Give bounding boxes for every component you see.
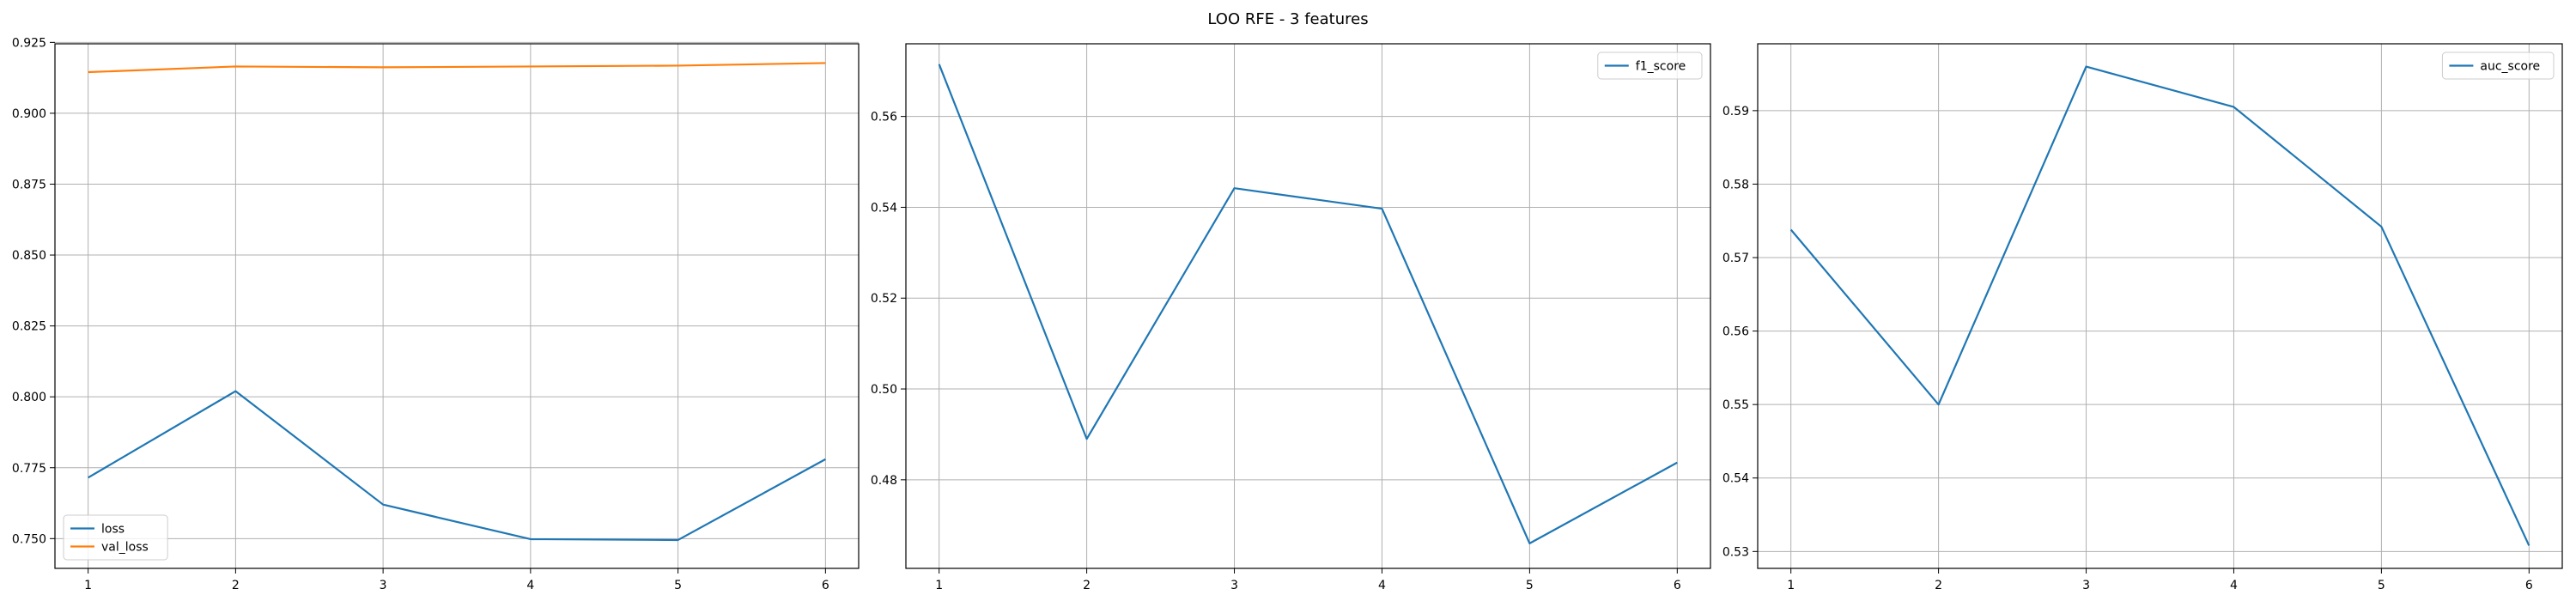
axes-frame bbox=[905, 43, 1711, 569]
legend-label-val_loss: val_loss bbox=[101, 541, 149, 555]
x-tick-label: 6 bbox=[822, 579, 829, 592]
y-tick-label: 0.54 bbox=[871, 201, 897, 215]
legend-box bbox=[2441, 52, 2555, 80]
x-tick-label: 6 bbox=[2525, 579, 2533, 592]
x-tick-label: 1 bbox=[935, 579, 943, 592]
x-tick-label: 3 bbox=[1230, 579, 1238, 592]
y-tick-label: 0.57 bbox=[1722, 252, 1749, 265]
x-tick-label: 1 bbox=[1787, 579, 1795, 592]
chart-panel-3: 1 2 3 4 5 6 0.53 0.54 0.55 0.56 0.57 0.58 0.59 auc_sc… bbox=[1722, 43, 2563, 592]
series-line-loss bbox=[88, 390, 826, 542]
y-tick-label: 0.775 bbox=[12, 462, 46, 476]
chart-panel-1: 1 2 3 4 5 6 0.750 0.775 0.800 0.825 0.850 0.875 0.90… bbox=[12, 36, 860, 592]
x-tick-label: 4 bbox=[2230, 579, 2238, 592]
series-line-f1_score bbox=[938, 64, 1678, 545]
x-tick-label: 2 bbox=[232, 579, 240, 592]
y-tick-label: 0.825 bbox=[12, 320, 46, 334]
x-tick-label: 5 bbox=[1526, 579, 1534, 592]
legend-label-loss: loss bbox=[101, 523, 125, 537]
x-tick-label: 2 bbox=[1935, 579, 1942, 592]
y-tick-label: 0.55 bbox=[1722, 398, 1749, 412]
y-tick-label: 0.52 bbox=[871, 292, 897, 306]
legend-label-f1_score: f1_score bbox=[1636, 60, 1686, 74]
y-tick-label: 0.900 bbox=[12, 107, 46, 121]
y-tick-label: 0.48 bbox=[871, 474, 897, 488]
x-tick-label: 3 bbox=[2082, 579, 2090, 592]
chart-panel-2: 1 2 3 4 5 6 0.48 0.50 0.52 0.54 0.56 f1_score bbox=[871, 43, 1711, 592]
y-tick-label: 0.925 bbox=[12, 36, 46, 50]
y-tick-label: 0.53 bbox=[1722, 545, 1749, 559]
grid bbox=[55, 41, 859, 568]
grid bbox=[906, 44, 1710, 568]
y-tick-label: 0.875 bbox=[12, 178, 46, 191]
x-tick-label: 1 bbox=[84, 579, 92, 592]
series-line-auc_score bbox=[1789, 65, 2530, 546]
figure-title: LOO RFE - 3 features bbox=[1207, 10, 1368, 28]
y-tick-label: 0.750 bbox=[12, 532, 46, 546]
y-tick-label: 0.50 bbox=[871, 383, 897, 397]
grid bbox=[1758, 44, 2562, 568]
axes-frame bbox=[1757, 43, 2563, 569]
x-tick-label: 5 bbox=[674, 579, 682, 592]
legend-box bbox=[1597, 52, 1703, 80]
y-tick-label: 0.59 bbox=[1722, 105, 1749, 118]
y-tick-label: 0.850 bbox=[12, 249, 46, 263]
series-line-val_loss bbox=[88, 62, 826, 74]
legend-label-auc_score: auc_score bbox=[2480, 60, 2540, 74]
x-tick-label: 3 bbox=[380, 579, 387, 592]
x-tick-label: 4 bbox=[526, 579, 534, 592]
axes-frame bbox=[54, 43, 860, 569]
y-tick-label: 0.56 bbox=[871, 111, 897, 124]
legend: loss val_loss bbox=[63, 514, 168, 561]
y-tick-label: 0.54 bbox=[1722, 472, 1749, 486]
y-tick-label: 0.800 bbox=[12, 391, 46, 404]
chart-panels: 1 2 3 4 5 6 0.750 0.775 0.800 0.825 0.850 0.875 0.90… bbox=[12, 36, 2563, 592]
y-tick-label: 0.56 bbox=[1722, 325, 1749, 339]
x-tick-label: 5 bbox=[2378, 579, 2385, 592]
legend: auc_score bbox=[2441, 52, 2555, 80]
y-tick-label: 0.58 bbox=[1722, 178, 1749, 191]
x-tick-label: 6 bbox=[1674, 579, 1681, 592]
x-tick-label: 2 bbox=[1083, 579, 1091, 592]
legend: f1_score bbox=[1597, 52, 1703, 80]
legend-box bbox=[63, 514, 168, 561]
x-tick-label: 4 bbox=[1378, 579, 1386, 592]
